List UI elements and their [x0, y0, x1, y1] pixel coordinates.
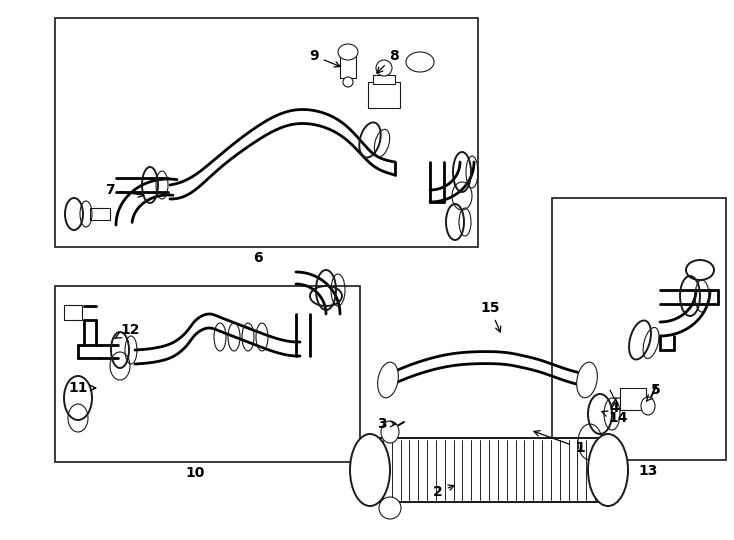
- Text: 14: 14: [602, 411, 628, 425]
- Text: 7: 7: [105, 183, 144, 197]
- Ellipse shape: [588, 434, 628, 506]
- Bar: [620, 388, 646, 410]
- Text: 10: 10: [185, 466, 205, 480]
- Bar: [64, 305, 82, 320]
- Ellipse shape: [350, 434, 390, 506]
- Text: 4: 4: [609, 398, 619, 415]
- Text: 2: 2: [433, 485, 454, 499]
- Ellipse shape: [343, 77, 353, 87]
- Text: 12: 12: [115, 323, 139, 339]
- Ellipse shape: [641, 397, 655, 415]
- Bar: [340, 56, 356, 78]
- Text: 13: 13: [639, 464, 658, 478]
- Ellipse shape: [381, 421, 399, 443]
- Ellipse shape: [577, 362, 597, 398]
- Text: 9: 9: [309, 49, 340, 67]
- Text: 8: 8: [377, 49, 399, 73]
- Ellipse shape: [378, 362, 399, 398]
- Bar: [370, 438, 608, 502]
- Bar: [55, 18, 478, 247]
- Text: 1: 1: [534, 431, 585, 455]
- Bar: [55, 286, 360, 462]
- Text: 6: 6: [253, 251, 263, 265]
- Bar: [373, 75, 395, 84]
- Ellipse shape: [338, 44, 358, 60]
- Text: 5: 5: [647, 383, 661, 401]
- Ellipse shape: [379, 497, 401, 519]
- Bar: [90, 208, 110, 220]
- Text: 15: 15: [480, 301, 501, 332]
- Text: 11: 11: [68, 381, 96, 395]
- Ellipse shape: [376, 60, 392, 76]
- Bar: [368, 82, 400, 108]
- Text: 3: 3: [377, 417, 396, 431]
- Bar: [552, 198, 726, 460]
